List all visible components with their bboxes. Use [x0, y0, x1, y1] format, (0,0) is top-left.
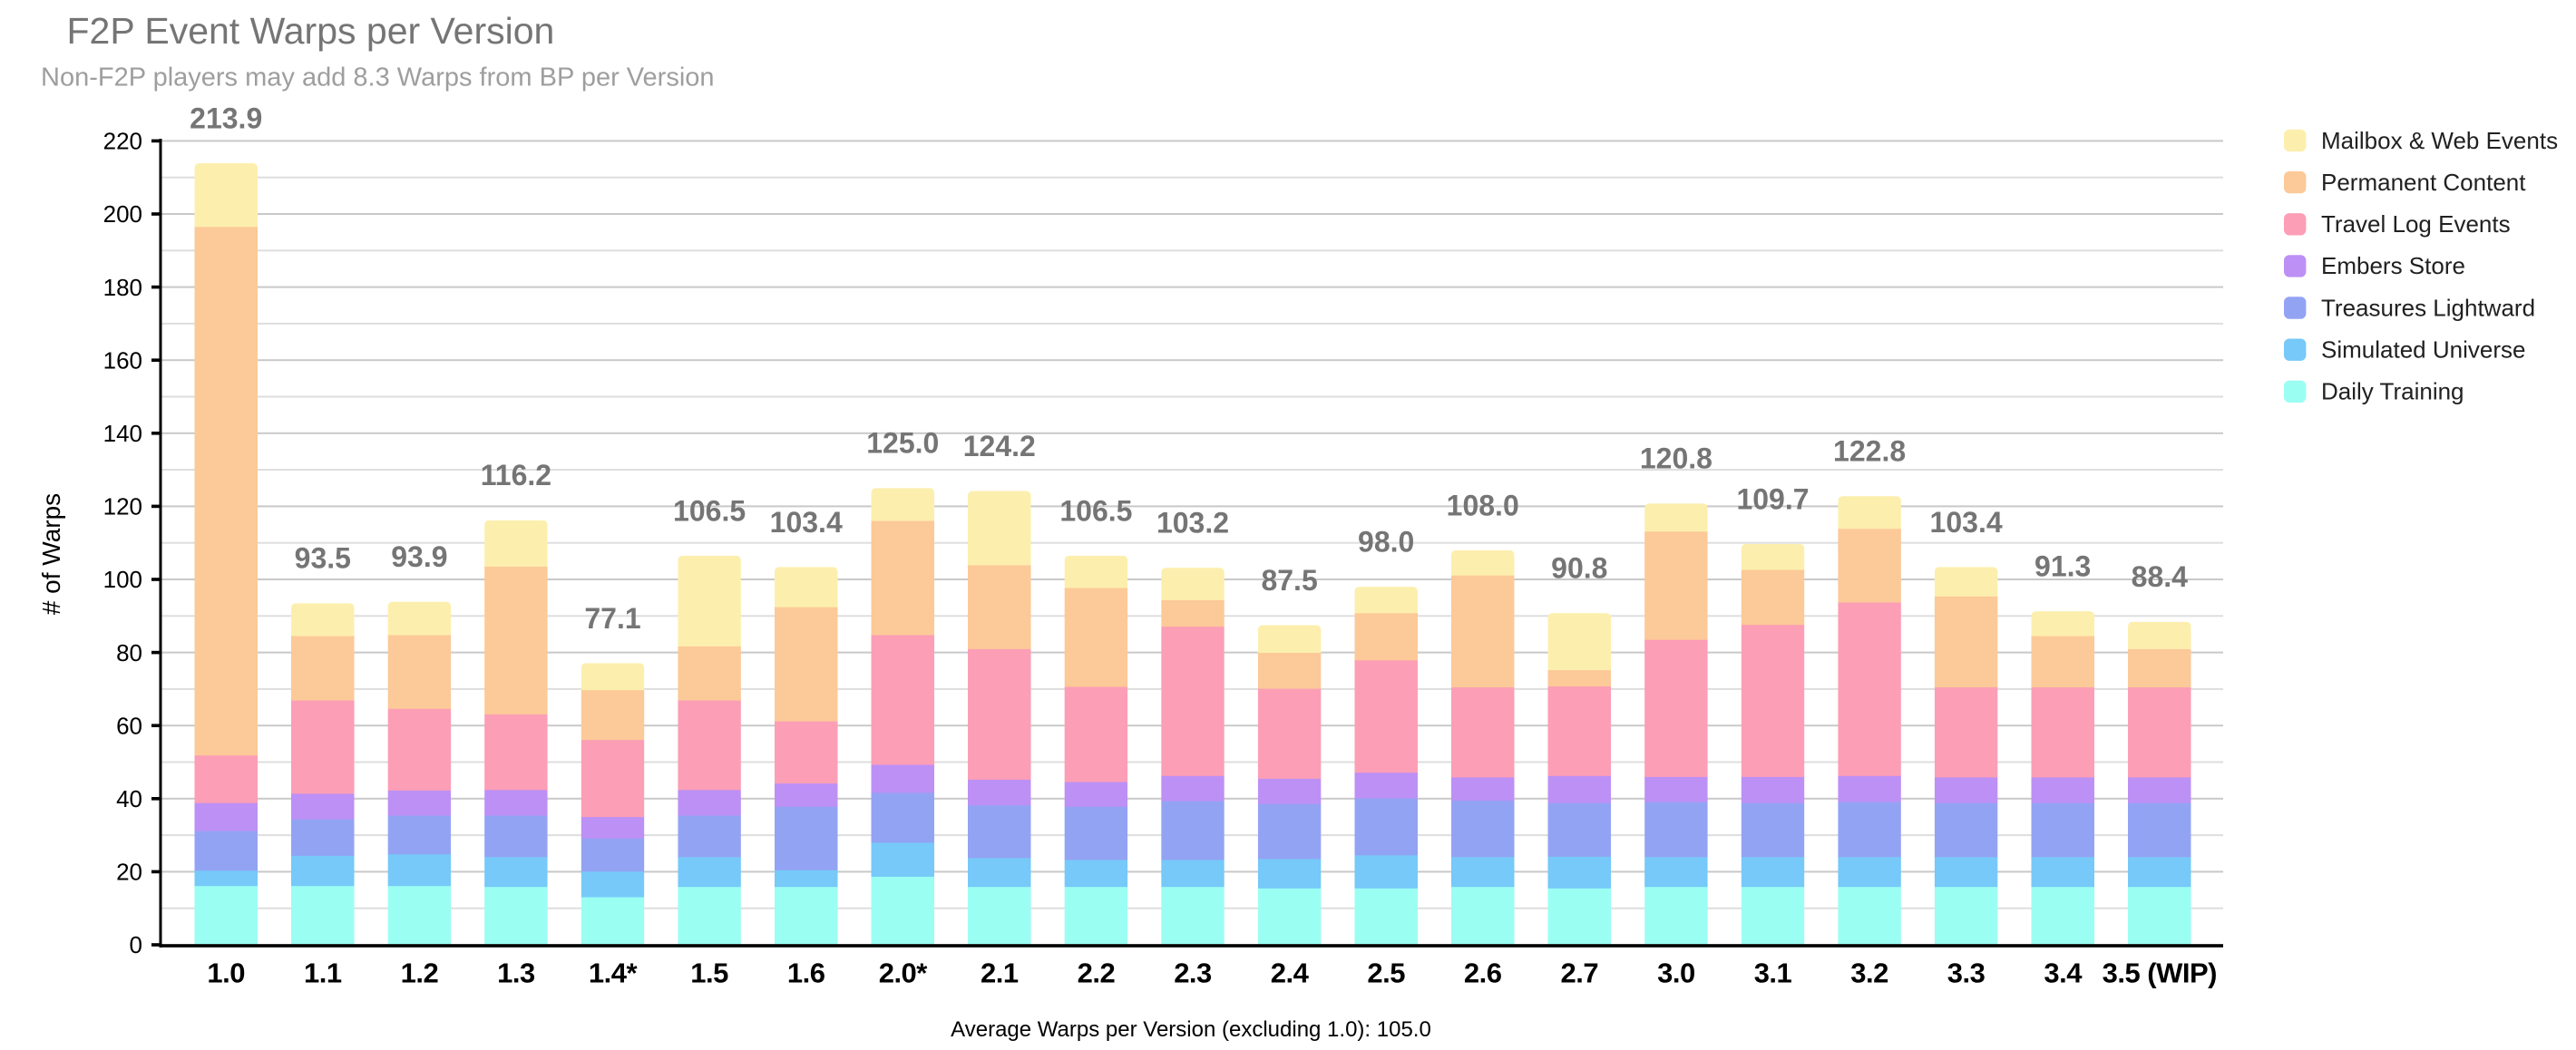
svg-text:103.4: 103.4: [770, 506, 843, 539]
svg-text:1.6: 1.6: [787, 957, 825, 988]
svg-text:Permanent Content: Permanent Content: [2321, 169, 2526, 196]
svg-text:98.0: 98.0: [1358, 526, 1414, 559]
svg-text:90.8: 90.8: [1551, 552, 1607, 585]
svg-text:88.4: 88.4: [2132, 560, 2188, 593]
svg-text:200: 200: [103, 200, 142, 228]
svg-text:2.0*: 2.0*: [879, 957, 929, 988]
svg-text:Mailbox & Web Events: Mailbox & Web Events: [2321, 127, 2558, 154]
svg-text:3.4: 3.4: [2044, 957, 2083, 988]
svg-text:# of Warps: # of Warps: [37, 493, 65, 615]
svg-text:87.5: 87.5: [1261, 564, 1317, 597]
svg-text:Non-F2P players may add 8.3 Wa: Non-F2P players may add 8.3 Warps from B…: [41, 63, 715, 92]
svg-text:91.3: 91.3: [2034, 550, 2091, 583]
svg-text:1.5: 1.5: [690, 957, 728, 988]
svg-text:100: 100: [103, 566, 142, 593]
svg-text:109.7: 109.7: [1736, 482, 1809, 515]
svg-text:1.2: 1.2: [401, 957, 439, 988]
svg-text:1.1: 1.1: [304, 957, 342, 988]
svg-text:93.9: 93.9: [391, 540, 447, 573]
svg-text:Daily Training: Daily Training: [2321, 378, 2464, 405]
svg-text:122.8: 122.8: [1833, 435, 1906, 468]
svg-text:3.1: 3.1: [1754, 957, 1792, 988]
svg-text:2.7: 2.7: [1560, 957, 1598, 988]
svg-text:116.2: 116.2: [481, 459, 551, 491]
svg-text:2.5: 2.5: [1367, 957, 1405, 988]
svg-text:3.0: 3.0: [1657, 957, 1695, 988]
svg-text:108.0: 108.0: [1447, 489, 1519, 521]
svg-text:125.0: 125.0: [866, 427, 939, 460]
svg-text:2.4: 2.4: [1271, 957, 1310, 988]
svg-text:213.9: 213.9: [190, 102, 262, 135]
svg-text:106.5: 106.5: [1059, 494, 1132, 527]
svg-text:2.3: 2.3: [1174, 957, 1212, 988]
svg-text:Simulated Universe: Simulated Universe: [2321, 336, 2525, 364]
svg-text:1.3: 1.3: [497, 957, 535, 988]
svg-text:Treasures Lightward: Treasures Lightward: [2321, 294, 2535, 321]
svg-text:Average Warps per Version (exc: Average Warps per Version (excluding 1.0…: [951, 1017, 1431, 1042]
svg-text:77.1: 77.1: [584, 602, 640, 635]
svg-text:120: 120: [103, 493, 142, 520]
svg-text:0: 0: [130, 931, 142, 958]
svg-text:2.6: 2.6: [1464, 957, 1502, 988]
svg-text:20: 20: [116, 859, 142, 886]
svg-text:1.0: 1.0: [207, 957, 245, 988]
svg-text:3.3: 3.3: [1947, 957, 1986, 988]
svg-text:Travel Log Events: Travel Log Events: [2321, 210, 2511, 238]
svg-text:40: 40: [116, 785, 142, 812]
svg-text:106.5: 106.5: [673, 494, 746, 527]
svg-text:80: 80: [116, 639, 142, 666]
svg-text:3.5 (WIP): 3.5 (WIP): [2103, 957, 2217, 988]
svg-text:3.2: 3.2: [1850, 957, 1888, 988]
svg-text:220: 220: [103, 128, 142, 155]
svg-text:Embers Store: Embers Store: [2321, 252, 2465, 279]
svg-text:124.2: 124.2: [963, 430, 1036, 462]
svg-text:103.2: 103.2: [1156, 507, 1229, 540]
svg-text:2.2: 2.2: [1078, 957, 1116, 988]
svg-text:180: 180: [103, 274, 142, 301]
svg-text:60: 60: [116, 712, 142, 739]
svg-text:2.1: 2.1: [981, 957, 1019, 988]
svg-text:160: 160: [103, 346, 142, 374]
svg-text:120.8: 120.8: [1640, 442, 1712, 475]
svg-text:140: 140: [103, 420, 142, 447]
svg-text:1.4*: 1.4*: [589, 957, 639, 988]
svg-text:F2P Event Warps per Version: F2P Event Warps per Version: [67, 10, 555, 52]
svg-text:103.4: 103.4: [1930, 506, 2003, 539]
svg-text:93.5: 93.5: [295, 542, 351, 575]
